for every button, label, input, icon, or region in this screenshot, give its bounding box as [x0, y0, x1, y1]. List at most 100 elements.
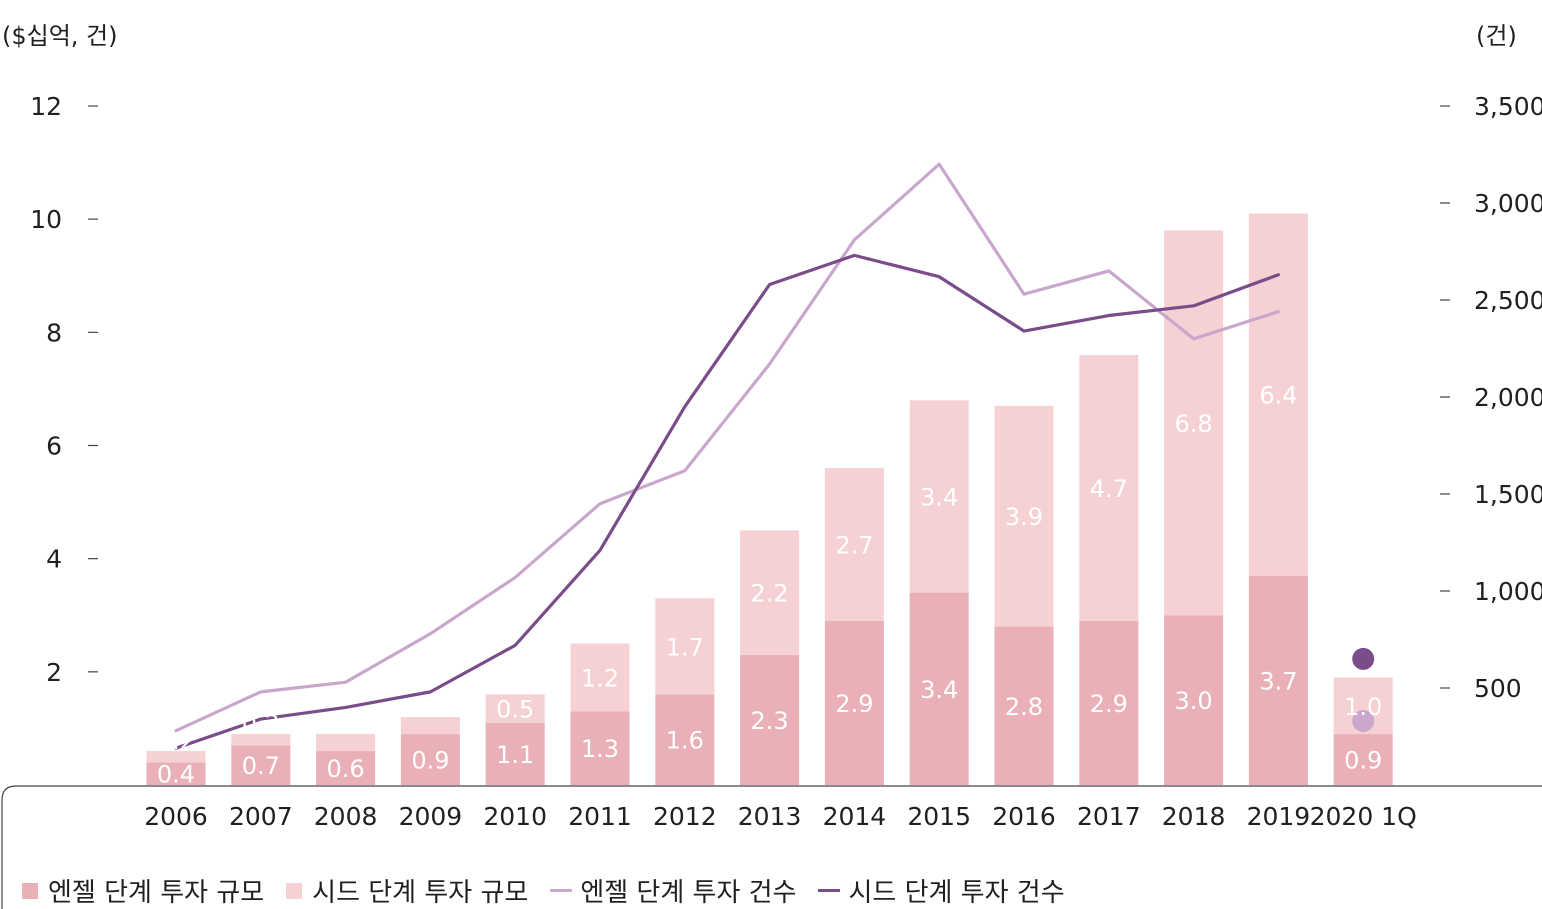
- bar-label-angel-amount: 2.9: [835, 690, 873, 718]
- legend-swatch-seed-amount: [286, 882, 303, 899]
- legend-item-seed-count: 시드 단계 투자 건수: [818, 872, 1065, 909]
- right-axis-unit: (건): [1476, 22, 1517, 50]
- bar-seed-amount: [1079, 354, 1139, 621]
- legend-label-angel-amount: 엔젤 단계 투자 규모: [48, 878, 265, 908]
- bar-angel-amount: [1333, 734, 1393, 785]
- bar-label-angel-amount: 3.7: [1259, 667, 1297, 695]
- legend-swatch-angel-amount: [22, 882, 38, 899]
- bar-angel-amount: [655, 694, 715, 785]
- x-axis-tick-label: 2017: [1077, 802, 1141, 831]
- left-axis-tick-label: 8: [46, 318, 62, 347]
- bar-label-seed-amount: 0.5: [496, 696, 534, 724]
- bar-label-angel-amount: 1.1: [496, 741, 534, 769]
- left-axis-tick-label: 12: [30, 92, 62, 121]
- bar-seed-amount: [570, 643, 630, 712]
- right-axis-tick-label: 3,500: [1474, 92, 1542, 121]
- right-axis-tick-label: 2,500: [1474, 286, 1542, 315]
- x-axis: 2006 2007 2008 2009 2010 2011 2012 2013 2014 2015…: [144, 802, 1417, 831]
- legend-label-seed-count: 시드 단계 투자 건수: [848, 878, 1065, 908]
- bar-seed-amount: [740, 530, 800, 655]
- bar-label-seed-amount: 1.0: [1344, 693, 1382, 721]
- bar-label-seed-amount: 2.2: [751, 580, 789, 608]
- x-axis-tick-label: 2007: [229, 802, 293, 831]
- bar-angel-amount: [400, 734, 460, 785]
- bar-label-seed-amount: 3.4: [920, 483, 958, 511]
- bar-angel-amount: [570, 711, 630, 785]
- x-axis-tick-label: 2016: [992, 802, 1056, 831]
- bar-label-angel-amount: 3.0: [1175, 687, 1213, 715]
- left-axis-tick-label: 4: [46, 545, 62, 574]
- bar-angel-amount: [740, 654, 800, 785]
- bar-seed-amount: [824, 468, 884, 621]
- bar-label-angel-amount: 0.9: [1344, 747, 1382, 775]
- left-axis-unit: ($십억, 건): [2, 22, 118, 50]
- right-axis-tick-label: 3,000: [1474, 189, 1542, 218]
- plot-frame: [1, 785, 1542, 909]
- bar-label-angel-amount: 2.3: [751, 707, 789, 735]
- x-axis-tick-label: 2012: [653, 802, 717, 831]
- x-axis-tick-label: 2019: [1247, 802, 1311, 831]
- bar-label-angel-amount: 0.9: [411, 747, 449, 775]
- line-series: [174, 162, 1375, 750]
- bar-angel-amount: [1079, 620, 1139, 785]
- legend-item-seed-amount: 시드 단계 투자 규모: [286, 872, 528, 909]
- bar-label-seed-amount: 0.3: [411, 693, 449, 721]
- bar-label-seed-amount: 6.8: [1175, 410, 1213, 438]
- bar-angel-amount: [485, 722, 545, 785]
- bar-label-angel-amount: 2.9: [1090, 690, 1128, 718]
- x-axis-tick-label: 2015: [907, 802, 971, 831]
- bar-angel-amount: [1164, 615, 1224, 785]
- bar-label-seed-amount: 0.2: [242, 710, 280, 738]
- bar-label-seed-amount: 2.7: [835, 532, 873, 560]
- bar-label-seed-amount: 0.2: [157, 727, 195, 755]
- legend: 엔젤 단계 투자 규모 시드 단계 투자 규모 엔젤 단계 투자 건수 시드 단…: [22, 872, 1087, 909]
- left-axis: 2 4 6 8 10 12: [30, 92, 98, 687]
- bar-seed-amount: [994, 405, 1054, 627]
- legend-item-angel-amount: 엔젤 단계 투자 규모: [22, 872, 264, 909]
- bar-label-angel-amount: 0.6: [327, 755, 365, 783]
- bar-label-seed-amount: 4.7: [1090, 475, 1128, 503]
- bar-seed-amount: [231, 734, 291, 746]
- left-axis-tick-label: 2: [46, 658, 62, 687]
- right-axis-tick-label: 500: [1474, 674, 1522, 703]
- legend-swatch-seed-count: [818, 889, 841, 892]
- x-axis-tick-label: 2010: [483, 802, 547, 831]
- x-axis-tick-label: 2008: [314, 802, 378, 831]
- bar-angel-amount: [1248, 575, 1308, 785]
- bar-label-angel-amount: 3.4: [920, 676, 958, 704]
- bar-angel-amount: [316, 751, 376, 785]
- point-seed-count-2020-1q: [1352, 647, 1375, 670]
- bar-label-angel-amount: 1.3: [581, 735, 619, 763]
- line-seed-count: [174, 253, 1281, 750]
- x-axis-tick-label: 2018: [1162, 802, 1226, 831]
- right-axis-tick-label: 2,000: [1474, 383, 1542, 412]
- bar-seed-amount: [146, 751, 206, 763]
- right-axis-tick-label: 1,500: [1474, 480, 1542, 509]
- right-axis-tick-label: 1,000: [1474, 577, 1542, 606]
- legend-label-angel-count: 엔젤 단계 투자 건수: [580, 878, 797, 908]
- bar-seed-amount: [316, 734, 376, 752]
- left-axis-tick-label: 6: [46, 432, 62, 461]
- bar-seed-amount: [400, 717, 460, 735]
- x-axis-tick-label: 2013: [738, 802, 802, 831]
- bar-angel-amount: [824, 620, 884, 785]
- bar-angel-amount: [994, 626, 1054, 785]
- x-axis-tick-label: 2014: [823, 802, 887, 831]
- x-axis-tick-label: 2006: [144, 802, 208, 831]
- bar-seed-amount: [485, 694, 545, 723]
- bar-seed-amount: [909, 400, 969, 593]
- bar-label-seed-amount: 6.4: [1259, 382, 1297, 410]
- right-axis: 500 1,000 1,500 2,000 2,500 3,000 3,500: [1440, 92, 1542, 703]
- x-axis-tick-label: 2011: [568, 802, 632, 831]
- legend-swatch-angel-count: [550, 889, 573, 892]
- bar-seed-amount: [655, 598, 715, 695]
- left-axis-tick-label: 10: [30, 205, 62, 234]
- bar-seed-amount: [1164, 230, 1224, 616]
- bar-angel-amount: [146, 762, 206, 785]
- legend-item-angel-count: 엔젤 단계 투자 건수: [550, 872, 796, 909]
- legend-label-seed-amount: 시드 단계 투자 규모: [312, 878, 529, 908]
- bar-angel-amount: [231, 745, 291, 785]
- bar-label-angel-amount: 0.7: [242, 752, 280, 780]
- x-axis-tick-label: 2020 1Q: [1310, 802, 1417, 831]
